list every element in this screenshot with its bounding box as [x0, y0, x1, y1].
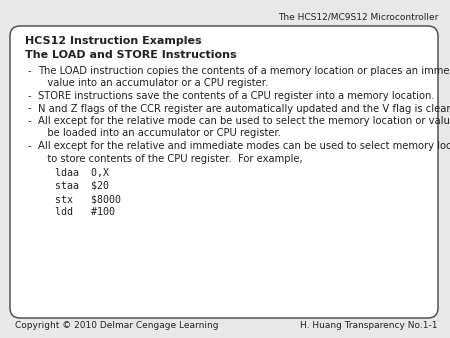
Text: All except for the relative and immediate modes can be used to select memory loc: All except for the relative and immediat… — [38, 141, 450, 151]
Text: The HCS12/MC9S12 Microcontroller: The HCS12/MC9S12 Microcontroller — [278, 13, 438, 22]
Text: H. Huang Transparency No.1-1: H. Huang Transparency No.1-1 — [301, 321, 438, 330]
Text: STORE instructions save the contents of a CPU register into a memory location.: STORE instructions save the contents of … — [38, 91, 435, 101]
Text: stx   $8000: stx $8000 — [55, 194, 121, 204]
Text: -: - — [28, 116, 32, 126]
Text: HCS12 Instruction Examples: HCS12 Instruction Examples — [25, 36, 202, 46]
Text: The LOAD instruction copies the contents of a memory location or places an immed: The LOAD instruction copies the contents… — [38, 66, 450, 76]
FancyBboxPatch shape — [10, 26, 438, 318]
Text: -: - — [28, 141, 32, 151]
Text: value into an accumulator or a CPU register.: value into an accumulator or a CPU regis… — [38, 78, 268, 89]
Text: N and Z flags of the CCR register are automatically updated and the V flag is cl: N and Z flags of the CCR register are au… — [38, 103, 450, 114]
Text: ldd   #100: ldd #100 — [55, 207, 115, 217]
Text: All except for the relative mode can be used to select the memory location or va: All except for the relative mode can be … — [38, 116, 450, 126]
Text: -: - — [28, 66, 32, 76]
Text: -: - — [28, 91, 32, 101]
Text: be loaded into an accumulator or CPU register.: be loaded into an accumulator or CPU reg… — [38, 128, 281, 139]
Text: Copyright © 2010 Delmar Cengage Learning: Copyright © 2010 Delmar Cengage Learning — [15, 321, 219, 330]
Text: staa  $20: staa $20 — [55, 181, 109, 191]
Text: to store contents of the CPU register.  For example,: to store contents of the CPU register. F… — [38, 153, 302, 164]
Text: -: - — [28, 103, 32, 114]
Text: The LOAD and STORE Instructions: The LOAD and STORE Instructions — [25, 50, 237, 60]
Text: ldaa  0,X: ldaa 0,X — [55, 168, 109, 178]
